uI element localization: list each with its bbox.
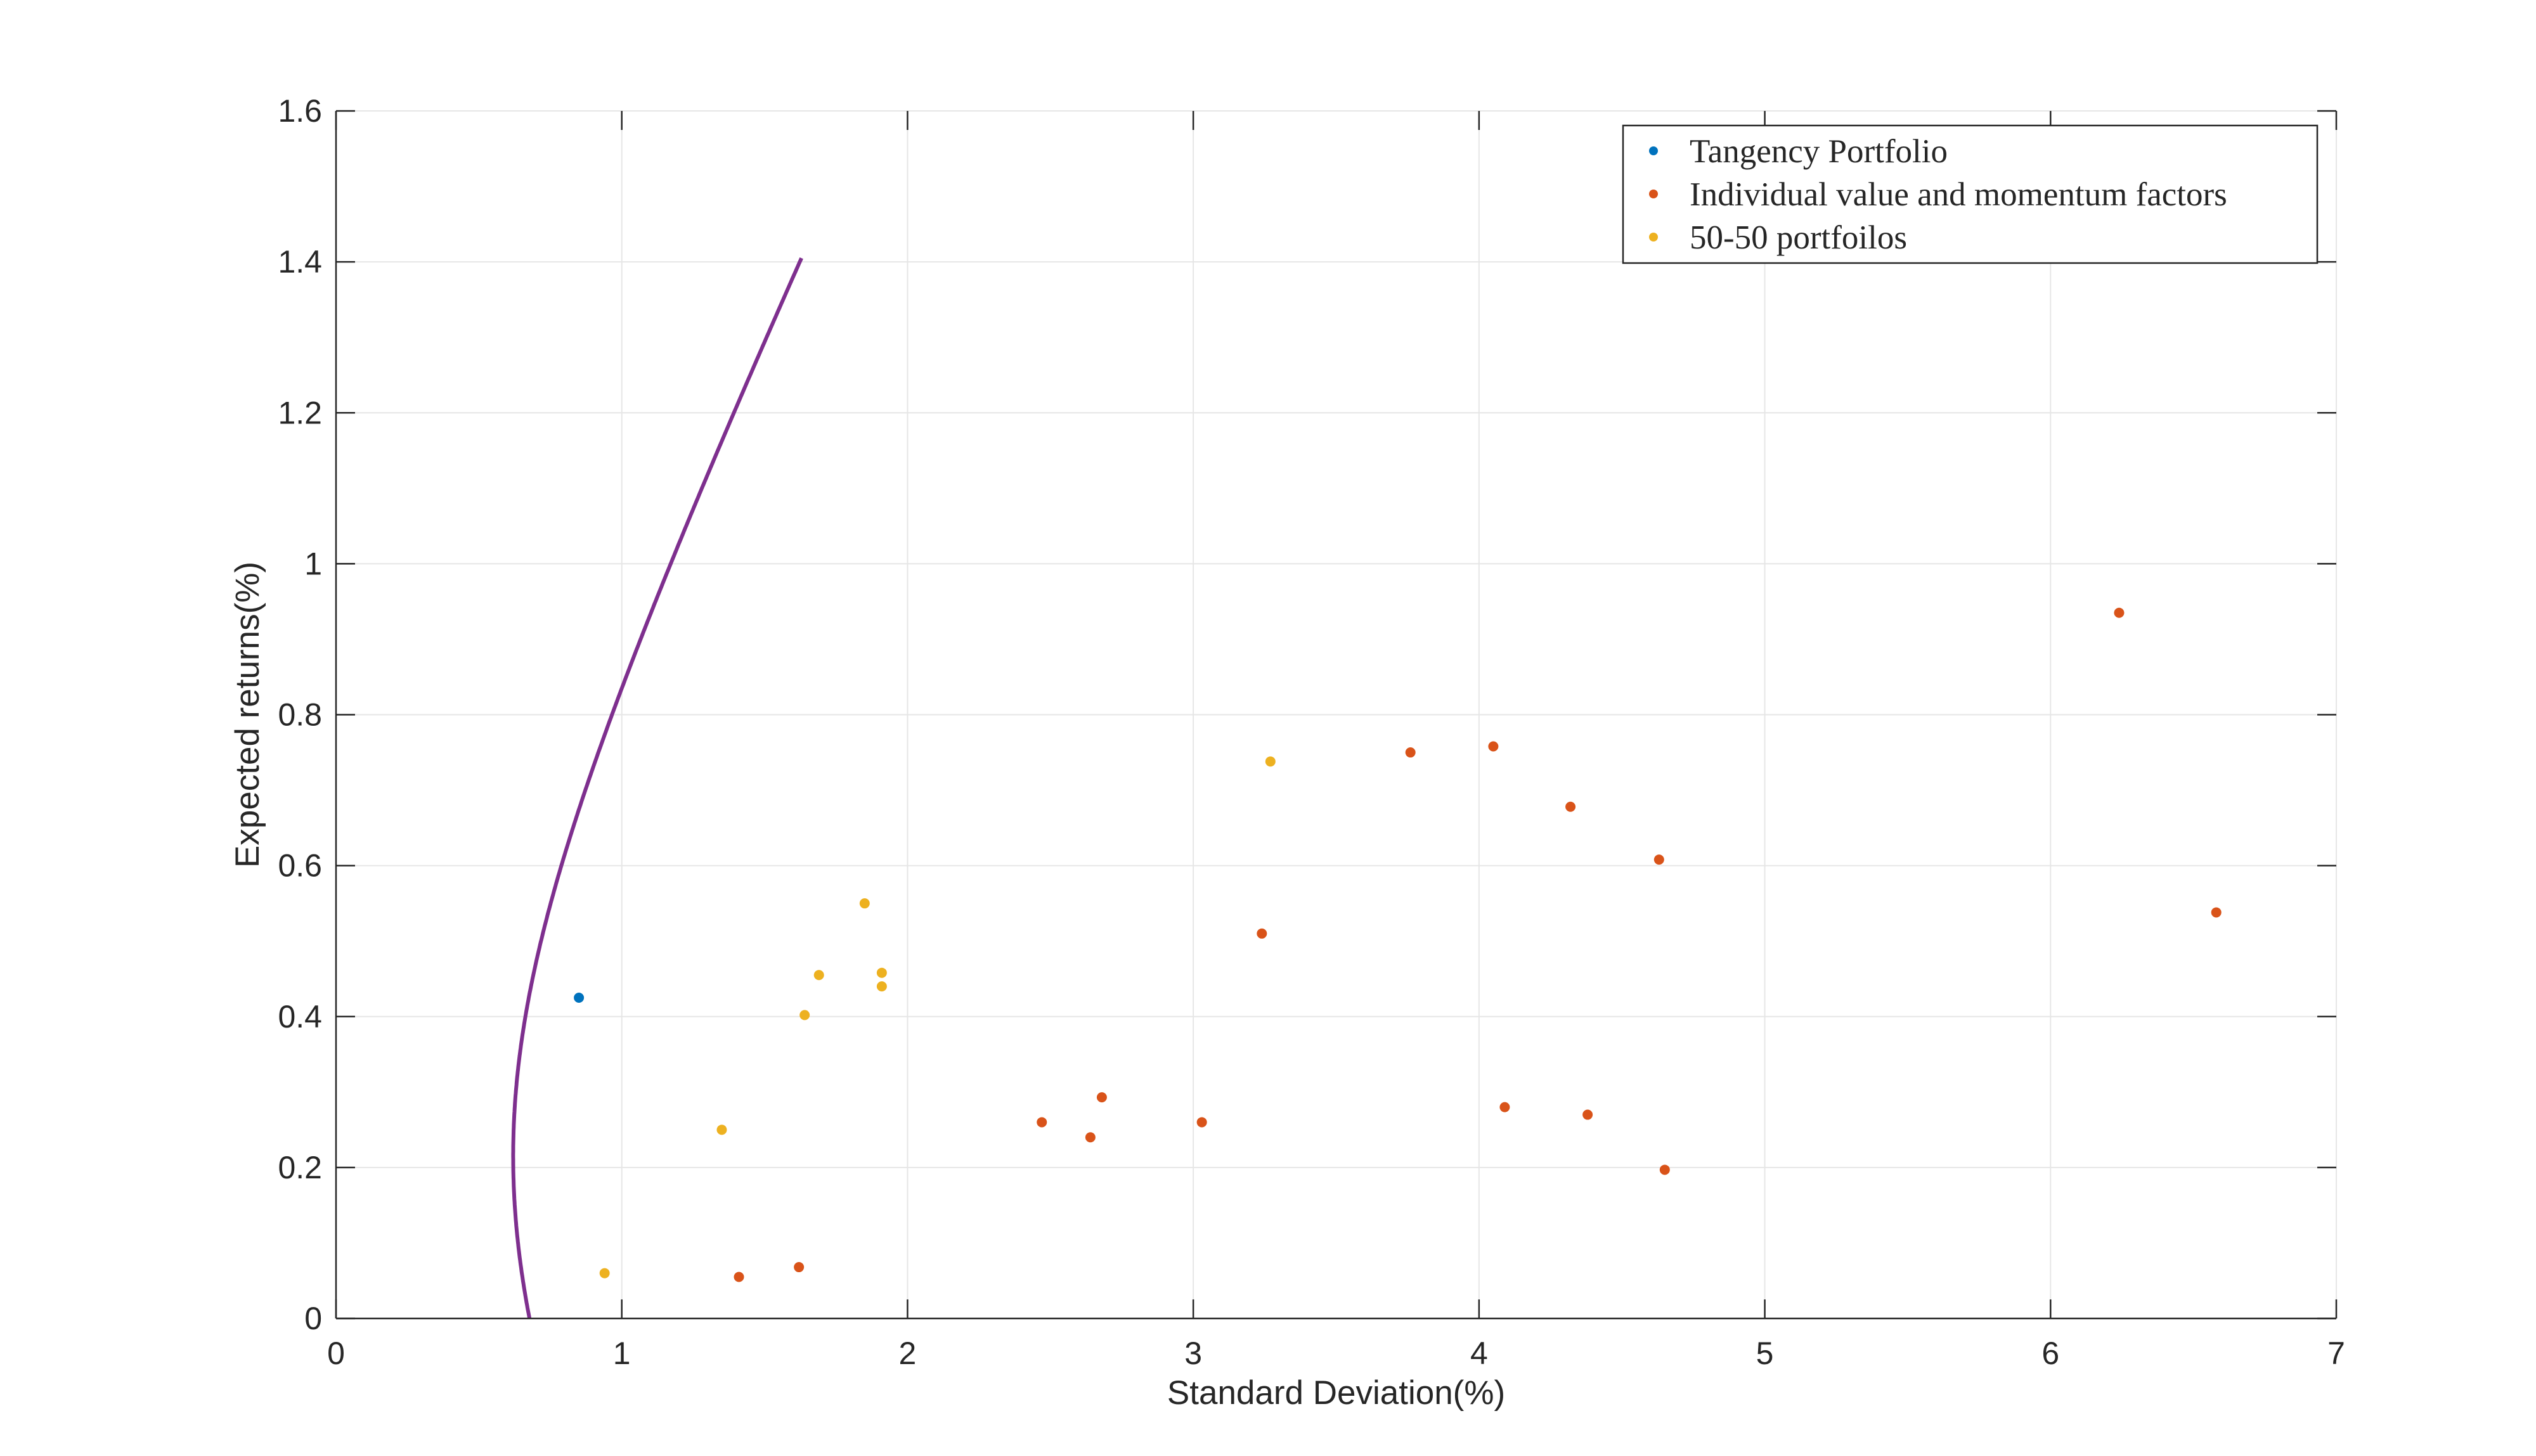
- fifty-fifty-portfolio-point: [599, 1268, 610, 1279]
- individual-factor-point: [1565, 801, 1576, 812]
- individual-factor-point: [1653, 854, 1664, 865]
- individual-factor-point: [1085, 1132, 1096, 1143]
- x-tick-label: 2: [899, 1336, 917, 1371]
- y-tick-label: 1.4: [278, 244, 322, 280]
- y-tick-label: 0.4: [278, 999, 322, 1034]
- x-tick-label: 5: [1756, 1336, 1774, 1371]
- data-points: [574, 607, 2222, 1282]
- individual-factor-point: [1488, 741, 1499, 752]
- frontier-layer: [511, 257, 803, 1319]
- individual-factor-point: [794, 1262, 805, 1273]
- y-tick-label: 0.6: [278, 848, 322, 884]
- legend-entry-individual-factors: Individual value and momentum factors: [1690, 176, 2227, 213]
- efficient-frontier-line: [511, 257, 803, 1319]
- legend-marker-tangency: [1649, 146, 1658, 155]
- x-tick-label: 6: [2041, 1336, 2059, 1371]
- legend-marker-fifty-fifty: [1649, 233, 1658, 242]
- x-tick-label: 1: [613, 1336, 631, 1371]
- fifty-fifty-portfolio-point: [799, 1010, 810, 1021]
- fifty-fifty-portfolio-point: [813, 970, 824, 981]
- fifty-fifty-portfolio-point: [716, 1124, 727, 1135]
- y-tick-label: 1.2: [278, 395, 322, 430]
- y-axis-label: Expected returns(%): [229, 562, 266, 868]
- y-tick-label: 1: [304, 546, 322, 581]
- fifty-fifty-portfolio-point: [859, 898, 870, 909]
- legend-marker-individual-factors: [1649, 190, 1658, 198]
- fifty-fifty-portfolio-point: [876, 967, 887, 978]
- individual-factor-point: [1037, 1117, 1047, 1128]
- tangency-portfolio-point: [574, 992, 585, 1003]
- individual-factor-point: [2114, 607, 2125, 618]
- individual-factor-point: [1096, 1092, 1107, 1103]
- individual-factor-point: [1196, 1117, 1207, 1128]
- y-tick-label: 1.6: [278, 93, 322, 129]
- axes: 0 1 2 3 4 5 6 7 0 0.2 0.4 0.6 0.8 1 1.2 1.4 1.6: [278, 93, 2345, 1371]
- fifty-fifty-portfolio-point: [1265, 756, 1276, 767]
- x-tick-label: 0: [327, 1336, 345, 1371]
- legend: Tangency Portfolio Individual value and …: [1622, 124, 2319, 264]
- individual-factor-point: [2211, 907, 2222, 918]
- individual-factor-point: [1659, 1164, 1670, 1175]
- legend-box: [1622, 124, 2319, 264]
- x-tick-label: 3: [1184, 1336, 1202, 1371]
- legend-entry-tangency: Tangency Portfolio: [1690, 133, 1948, 170]
- individual-factor-point: [1405, 747, 1416, 758]
- individual-factor-point: [734, 1272, 744, 1282]
- individual-factor-point: [1257, 928, 1267, 939]
- legend-entry-fifty-fifty: 50-50 portfoilos: [1690, 219, 1907, 256]
- y-tick-label: 0: [304, 1301, 322, 1336]
- y-tick-label: 0.2: [278, 1150, 322, 1185]
- individual-factor-point: [1582, 1109, 1593, 1120]
- x-tick-label: 4: [1470, 1336, 1488, 1371]
- x-axis-label: Standard Deviation(%): [1167, 1374, 1505, 1412]
- fifty-fifty-portfolio-point: [876, 981, 887, 992]
- y-tick-label: 0.8: [278, 697, 322, 733]
- x-tick-label: 7: [2327, 1336, 2345, 1371]
- individual-factor-point: [1499, 1102, 1510, 1112]
